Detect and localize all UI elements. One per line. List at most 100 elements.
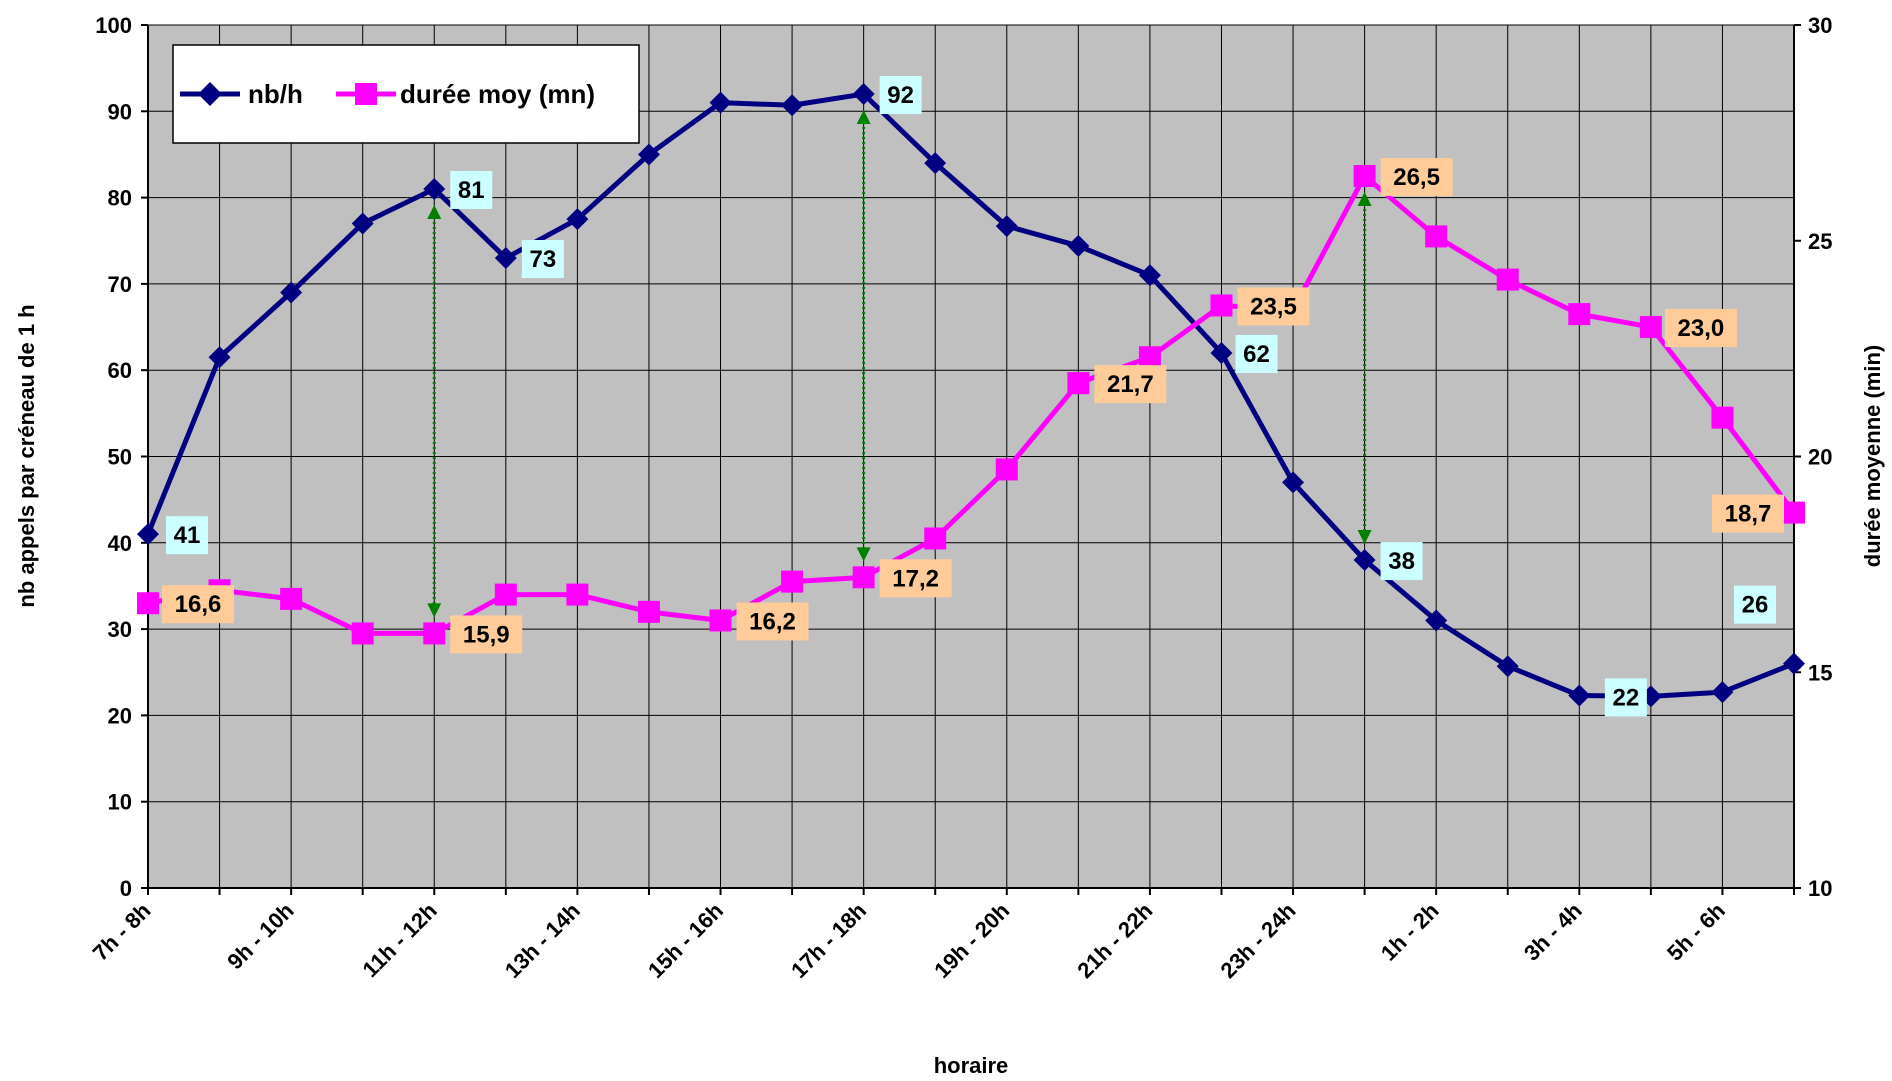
data-point-nb — [1425, 609, 1448, 632]
data-point-nb — [423, 177, 446, 200]
x-tick-label: 17h - 18h — [786, 898, 871, 983]
data-point-duree — [1425, 225, 1448, 248]
data-point-duree — [709, 609, 732, 632]
data-label-duree: 23,0 — [1664, 309, 1737, 348]
data-label-bg — [1094, 365, 1167, 404]
series-line-nb — [145, 91, 1795, 699]
data-label-text: 15,9 — [463, 621, 510, 648]
data-point-duree — [351, 622, 374, 645]
data-label-duree: 23,5 — [1237, 287, 1310, 326]
data-point-nb — [924, 152, 947, 175]
y2-tick-label: 10 — [1808, 876, 1832, 901]
series-layer — [137, 83, 1805, 708]
data-point-nb — [852, 83, 875, 106]
data-point-nb — [1138, 264, 1161, 287]
x-tick-label: 5h - 6h — [1662, 898, 1730, 966]
data-point-duree — [924, 527, 947, 550]
y-tick-label: 0 — [120, 876, 132, 901]
y-tick-label: 80 — [108, 186, 132, 211]
data-point-duree — [137, 592, 159, 615]
data-point-duree — [1210, 294, 1233, 317]
data-point-nb — [351, 212, 374, 235]
data-label-nb: 26 — [1734, 585, 1776, 624]
data-point-duree — [1568, 303, 1591, 326]
data-point-nb — [1353, 549, 1376, 572]
annotation-arrow-head — [856, 547, 871, 562]
data-label-bg — [1712, 494, 1784, 533]
data-point-nb — [1783, 652, 1805, 675]
series-line-duree — [147, 173, 1796, 636]
data-label-text: 38 — [1388, 548, 1415, 575]
y2-tick-label: 20 — [1808, 445, 1832, 470]
data-label-bg — [1235, 334, 1278, 373]
data-point-nb — [1210, 341, 1233, 364]
x-tick-label: 7h - 8h — [88, 898, 156, 966]
data-label-nb: 41 — [166, 516, 208, 555]
legend-box — [172, 44, 640, 144]
data-label-duree: 21,7 — [1094, 365, 1167, 404]
data-point-nb — [494, 247, 517, 270]
data-label-text: 17,2 — [892, 565, 939, 592]
x-tick-label: 15h - 16h — [643, 898, 728, 983]
data-label-duree: 18,7 — [1712, 494, 1784, 533]
x-tick-label: 23h - 24h — [1215, 898, 1300, 983]
data-point-nb — [280, 281, 303, 304]
data-point-nb — [137, 523, 159, 546]
data-label-text: 18,7 — [1725, 501, 1772, 528]
data-point-nb — [1067, 234, 1090, 257]
data-point-duree — [566, 583, 589, 606]
data-point-duree — [494, 583, 517, 606]
legend: nb/h durée moy (mn) — [172, 44, 640, 144]
annotation-arrow-head — [427, 204, 442, 219]
data-label-text: 41 — [174, 522, 201, 549]
y-tick-label: 70 — [108, 272, 132, 297]
data-point-duree — [781, 570, 804, 593]
x-tick-label: 19h - 20h — [929, 898, 1014, 983]
data-point-nb — [1711, 681, 1734, 704]
y2-tick-label: 30 — [1808, 13, 1832, 38]
data-label-bg — [1380, 542, 1423, 581]
x-tick-label: 1h - 2h — [1376, 898, 1444, 966]
x-tick-label: 21h - 22h — [1072, 898, 1157, 983]
y-axis-title-right: durée moyenne (min) — [1860, 345, 1885, 567]
data-label-bg — [1664, 309, 1737, 348]
y-axis-ticks-left: 0 10 20 30 40 50 60 70 80 90 100 — [95, 13, 148, 901]
annotation-arrow-head — [427, 603, 442, 618]
data-label-text: 23,5 — [1250, 293, 1297, 320]
y-tick-label: 30 — [108, 617, 132, 642]
y-tick-label: 50 — [108, 445, 132, 470]
legend-label-duree: durée moy (mn) — [400, 79, 595, 109]
data-point-nb — [566, 208, 589, 231]
data-point-duree — [1783, 501, 1805, 524]
annotation-arrow-head — [856, 110, 871, 125]
legend-item-duree: durée moy (mn) — [336, 79, 595, 109]
data-label-nb: 81 — [450, 170, 493, 209]
data-label-nb: 38 — [1380, 542, 1423, 581]
data-point-nb — [709, 91, 732, 114]
data-label-bg — [450, 615, 523, 654]
data-point-duree — [423, 622, 446, 645]
x-tick-label: 13h - 14h — [500, 898, 585, 983]
y-tick-label: 10 — [108, 790, 132, 815]
data-point-nb — [208, 346, 231, 369]
data-label-duree: 17,2 — [879, 559, 952, 598]
data-label-bg — [736, 602, 809, 641]
y-axis-title-left: nb appels par créneau de 1 h — [14, 304, 39, 607]
data-label-bg — [450, 170, 493, 209]
data-label-text: 73 — [529, 246, 556, 273]
data-label-text: 21,7 — [1107, 371, 1154, 398]
data-point-duree — [1353, 165, 1376, 188]
data-point-duree — [1067, 372, 1090, 395]
data-point-nb — [781, 94, 804, 117]
data-label-nb: 73 — [521, 240, 564, 279]
data-label-nb: 62 — [1235, 334, 1278, 373]
legend-item-nb: nb/h — [180, 79, 303, 109]
data-label-duree: 16,2 — [736, 602, 809, 641]
data-label-bg — [521, 240, 564, 279]
data-label-bg — [879, 559, 952, 598]
data-point-duree — [280, 587, 303, 610]
data-point-nb — [1568, 684, 1591, 707]
x-tick-label: 3h - 4h — [1519, 898, 1587, 966]
data-label-text: 62 — [1243, 341, 1270, 368]
data-point-duree — [637, 600, 660, 623]
